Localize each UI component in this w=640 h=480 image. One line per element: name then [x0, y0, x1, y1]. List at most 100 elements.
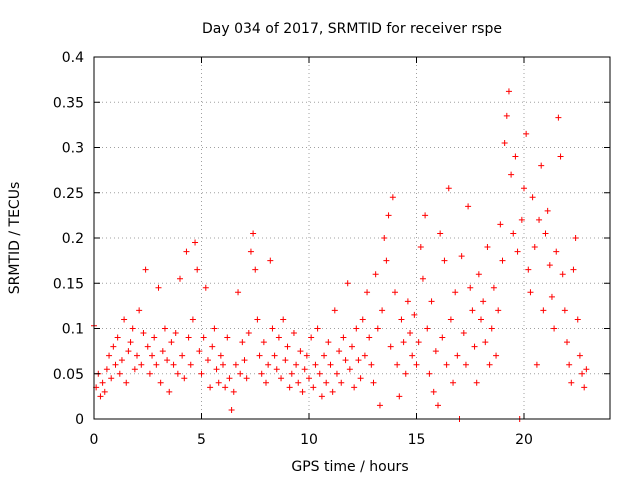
data-point [194, 266, 201, 273]
data-point [110, 343, 117, 350]
data-point [480, 298, 487, 305]
chart-title: Day 034 of 2017, SRMTID for receiver rsp… [202, 21, 502, 37]
data-point [553, 248, 560, 255]
data-point [97, 393, 104, 400]
data-point [512, 153, 519, 160]
data-point [200, 334, 207, 341]
data-point [430, 388, 437, 395]
data-point [183, 248, 190, 255]
data-point [196, 348, 203, 355]
data-point [400, 339, 407, 346]
data-point [495, 307, 502, 314]
x-tick-label: 10 [300, 432, 318, 448]
data-point [426, 370, 433, 377]
data-point [445, 185, 452, 192]
data-point [404, 298, 411, 305]
data-point [267, 257, 274, 264]
data-point [441, 257, 448, 264]
data-point [220, 361, 226, 368]
data-point [508, 171, 515, 178]
data-point [458, 253, 465, 260]
data-point [478, 316, 484, 323]
data-point [349, 343, 355, 350]
data-point [501, 139, 508, 146]
data-point [366, 334, 373, 341]
data-point [247, 248, 254, 255]
data-point [422, 212, 429, 219]
data-point [435, 402, 441, 409]
data-point [106, 352, 113, 359]
data-point [278, 375, 285, 382]
data-point [239, 339, 246, 346]
data-point [159, 348, 166, 355]
data-point [570, 266, 577, 273]
data-point [450, 379, 457, 386]
y-tick-label: 0.35 [53, 95, 84, 111]
data-point [280, 316, 287, 323]
data-point [471, 343, 478, 350]
data-point [407, 330, 414, 337]
data-point [557, 153, 564, 160]
data-point [181, 375, 188, 382]
data-point [551, 325, 558, 332]
data-point [376, 402, 383, 409]
data-point [286, 384, 293, 391]
data-point [411, 311, 418, 318]
data-point [125, 348, 132, 355]
data-point [99, 379, 106, 386]
data-point [187, 361, 194, 368]
data-point [432, 348, 439, 355]
data-point [452, 289, 459, 296]
data-point [103, 366, 110, 373]
gridlines [94, 57, 610, 419]
data-point [428, 298, 435, 305]
data-point [333, 370, 340, 377]
data-point [525, 266, 532, 273]
data-point [561, 307, 568, 314]
data-point [213, 366, 220, 373]
data-point [146, 370, 153, 377]
data-point [359, 316, 366, 323]
data-point [157, 379, 164, 386]
data-point [237, 370, 244, 377]
data-point [230, 388, 237, 395]
data-point [344, 280, 351, 287]
data-point [413, 361, 420, 368]
data-point [282, 357, 289, 364]
data-point [510, 230, 517, 237]
data-point [297, 348, 304, 355]
data-point [134, 352, 140, 359]
data-point [140, 330, 147, 337]
data-point [559, 271, 566, 278]
data-point [202, 284, 209, 291]
data-point [499, 257, 506, 264]
data-point [402, 370, 409, 377]
data-point [271, 352, 278, 359]
y-tick-label: 0.15 [53, 276, 84, 292]
data-point [396, 393, 403, 400]
data-point [258, 370, 265, 377]
data-point [142, 266, 149, 273]
data-point [161, 325, 168, 332]
data-point [228, 406, 235, 413]
data-point [310, 384, 317, 391]
data-point [493, 352, 500, 359]
data-point [299, 388, 306, 395]
data-point [467, 284, 474, 291]
y-tick-label: 0.4 [62, 50, 84, 66]
data-point [527, 289, 534, 296]
data-point [536, 216, 543, 223]
data-point [185, 334, 192, 341]
data-point [581, 384, 588, 391]
data-point [170, 361, 177, 368]
data-point [290, 330, 297, 337]
data-point [123, 379, 130, 386]
data-point [241, 357, 248, 364]
data-point [568, 379, 575, 386]
data-point [316, 370, 323, 377]
data-point [318, 393, 325, 400]
data-point [419, 275, 426, 282]
data-point [164, 357, 171, 364]
data-point [131, 366, 138, 373]
data-point [583, 366, 590, 373]
